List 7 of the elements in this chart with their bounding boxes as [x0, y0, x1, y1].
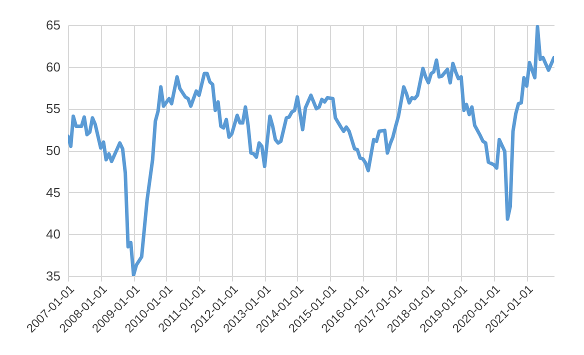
y-tick-label: 40	[46, 226, 60, 242]
y-tick-label: 50	[46, 143, 60, 158]
y-tick-label: 65	[46, 18, 60, 32]
y-tick-label: 45	[46, 184, 60, 200]
y-tick-label: 35	[46, 268, 60, 284]
y-tick-label: 55	[46, 101, 60, 116]
y-tick-label: 60	[46, 59, 60, 74]
